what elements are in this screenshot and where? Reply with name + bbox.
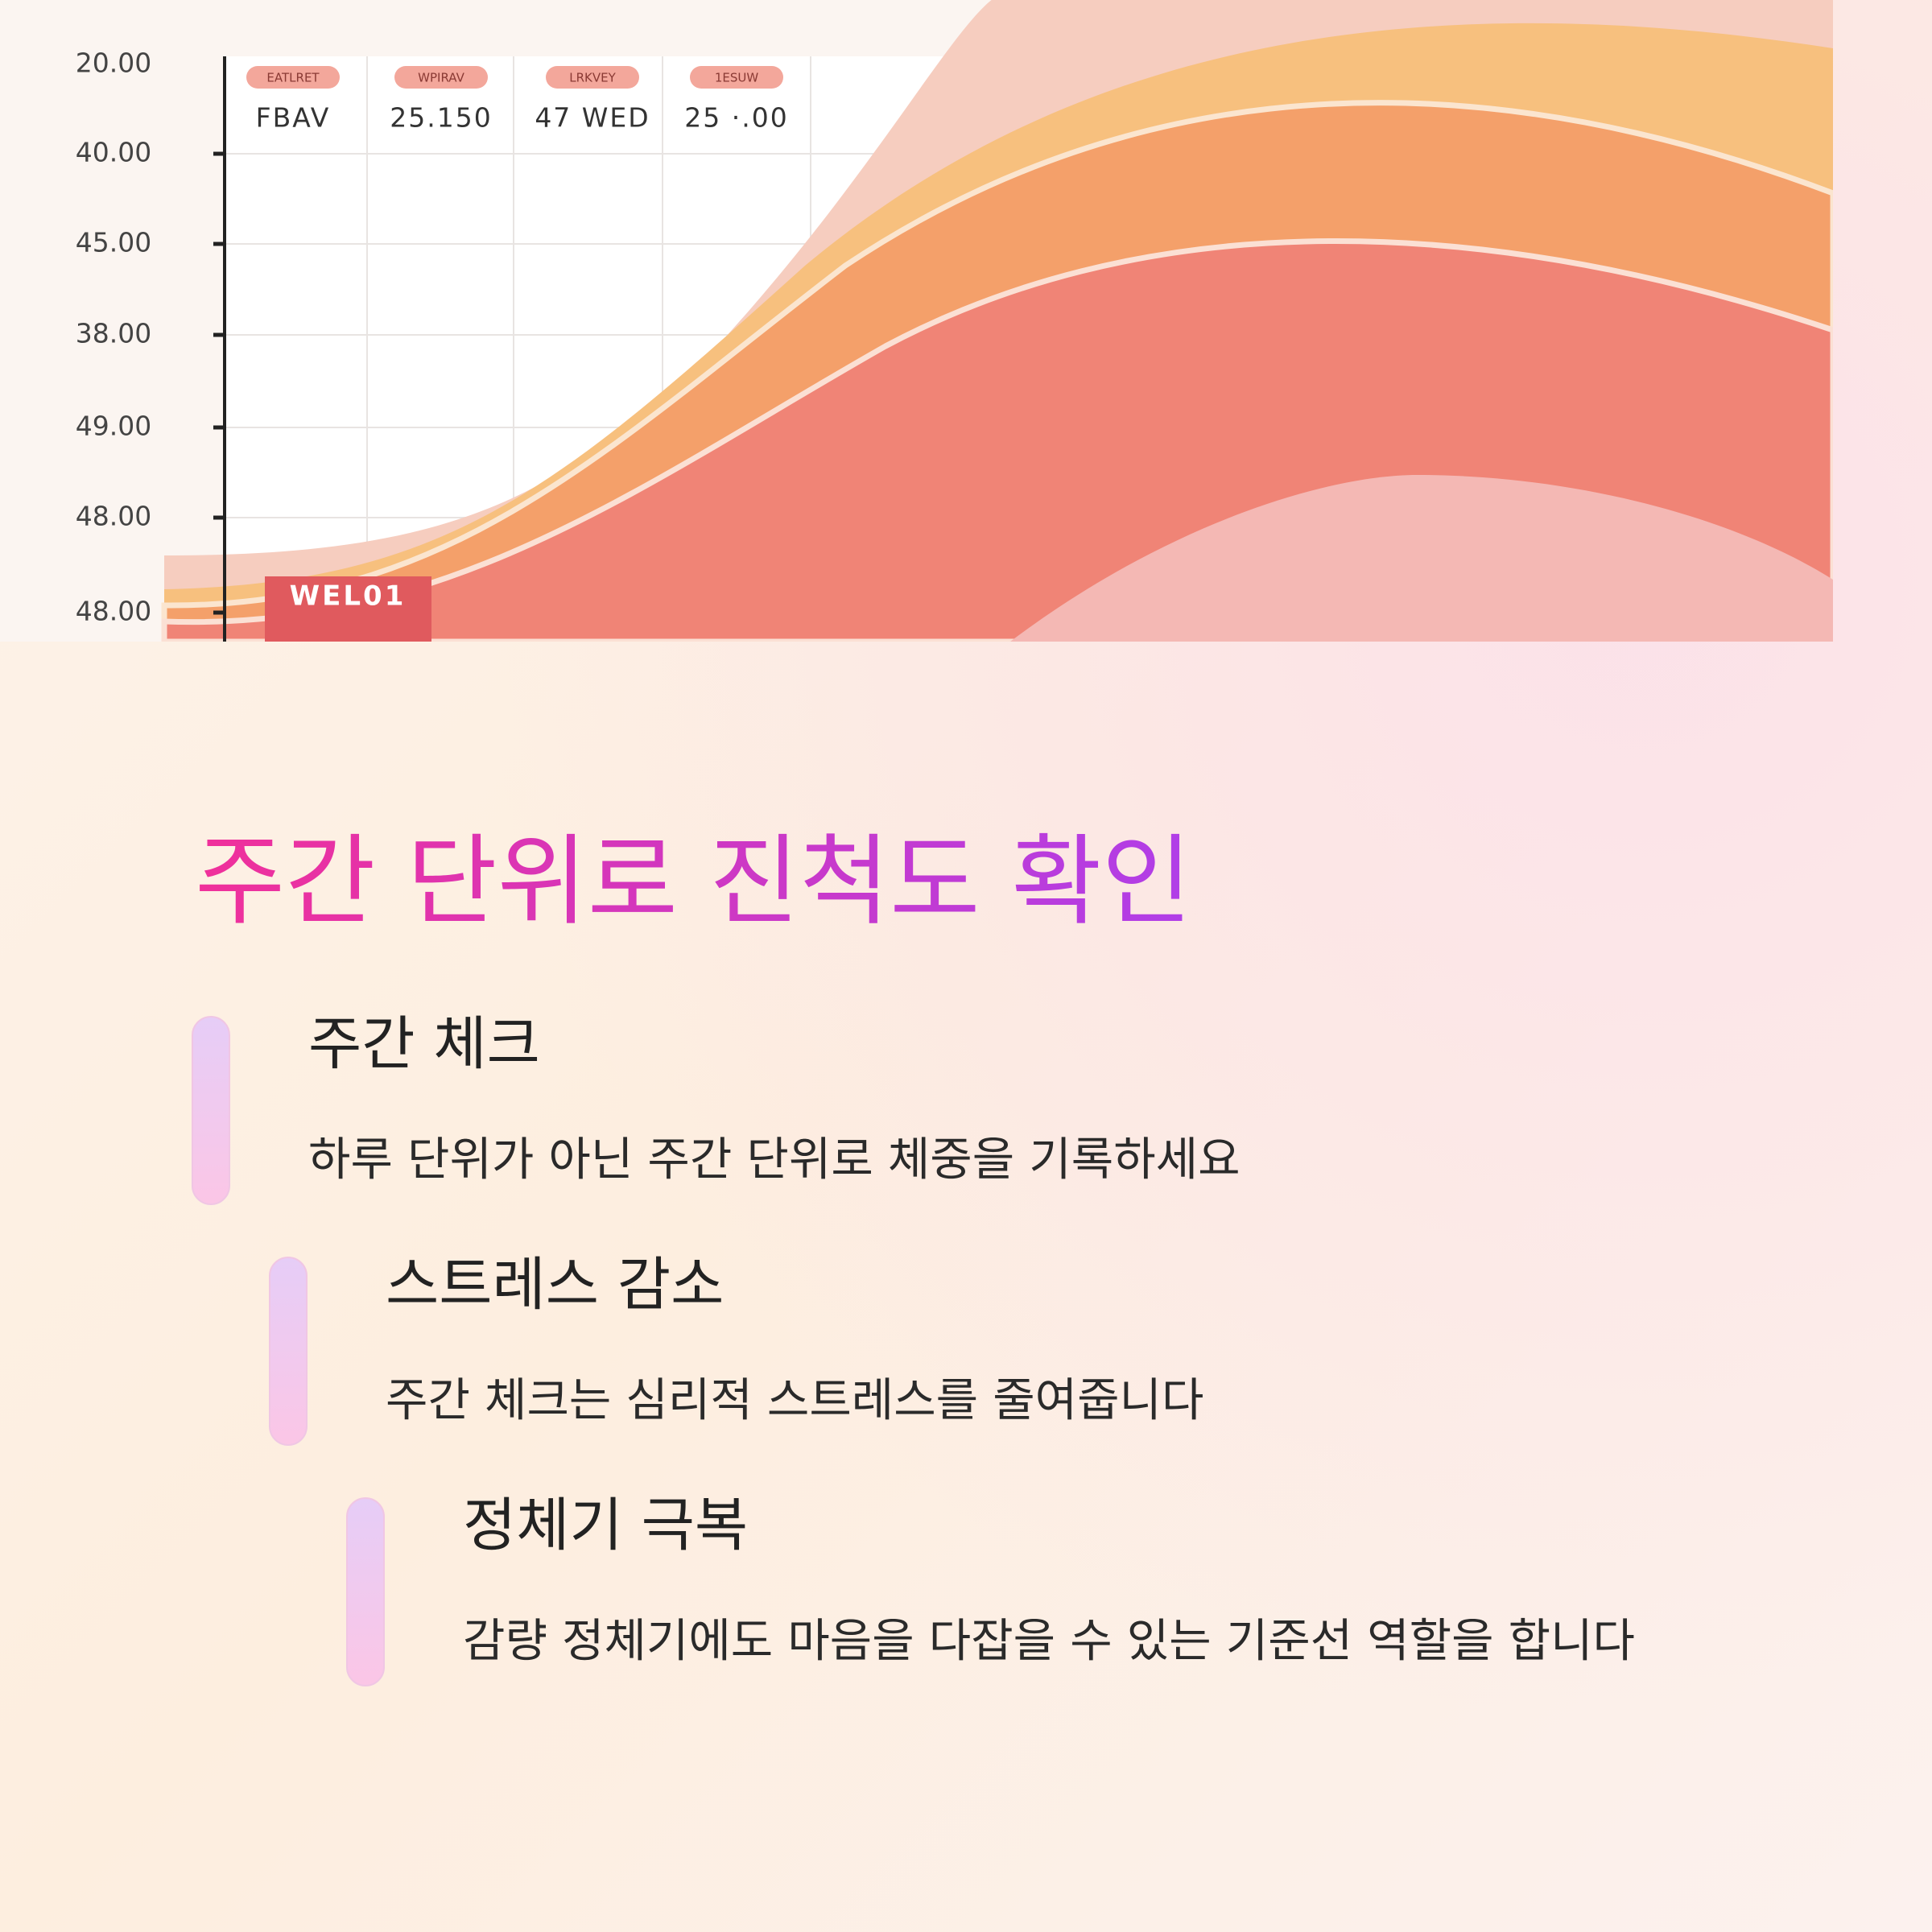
header-chips: EATLRET FBAV WPIRAV 25.150 LRKVEY 47 WED 1ESUW… bbox=[246, 66, 788, 134]
y-label: 20.00 bbox=[76, 47, 151, 79]
y-label: 38.00 bbox=[76, 318, 151, 349]
wave-arc bbox=[1010, 475, 1833, 642]
y-labels: 20.00 40.00 45.00 38.00 49.00 48.00 48.00 bbox=[76, 47, 225, 627]
chip-label: WPIRAV bbox=[418, 71, 464, 85]
item-bar bbox=[269, 1257, 308, 1446]
slide-title: 주간 단위로 진척도 확인 bbox=[195, 824, 1192, 939]
y-label: 49.00 bbox=[76, 411, 151, 442]
item-text: 하루 단위가 아닌 주간 단위로 체중을 기록하세요 bbox=[308, 1133, 1241, 1187]
header-value: 25 ·.00 bbox=[684, 102, 788, 134]
y-label: 48.00 bbox=[76, 501, 151, 532]
item-text: 감량 정체기에도 마음을 다잡을 수 있는 기준선 역할을 합니다 bbox=[463, 1615, 1635, 1668]
chip bbox=[546, 66, 639, 89]
item-heading: 주간 체크 bbox=[308, 1010, 540, 1078]
header-value: 47 WED bbox=[535, 102, 650, 134]
chip bbox=[246, 66, 340, 89]
y-label: 40.00 bbox=[76, 137, 151, 168]
badge bbox=[265, 576, 431, 642]
item-text: 주간 체크는 심리적 스트레스를 줄여줍니다 bbox=[386, 1374, 1203, 1427]
item-heading: 스트레스 감소 bbox=[386, 1251, 724, 1319]
badge-text: WEL01 bbox=[290, 580, 407, 613]
header-value: FBAV bbox=[256, 102, 331, 134]
chip-label: 1ESUW bbox=[715, 71, 759, 85]
chip-label: LRKVEY bbox=[569, 71, 616, 85]
chip bbox=[690, 66, 783, 89]
y-label: 48.00 bbox=[76, 596, 151, 627]
item-bar bbox=[192, 1016, 230, 1205]
chip bbox=[394, 66, 488, 89]
item-heading: 정체기 극복 bbox=[463, 1492, 748, 1559]
y-label: 45.00 bbox=[76, 227, 151, 258]
chip-label: EATLRET bbox=[266, 71, 320, 85]
chart-image: 20.00 40.00 45.00 38.00 49.00 48.00 48.00 EATL… bbox=[0, 0, 1833, 642]
header-value: 25.150 bbox=[390, 102, 492, 134]
item-bar bbox=[346, 1497, 385, 1686]
